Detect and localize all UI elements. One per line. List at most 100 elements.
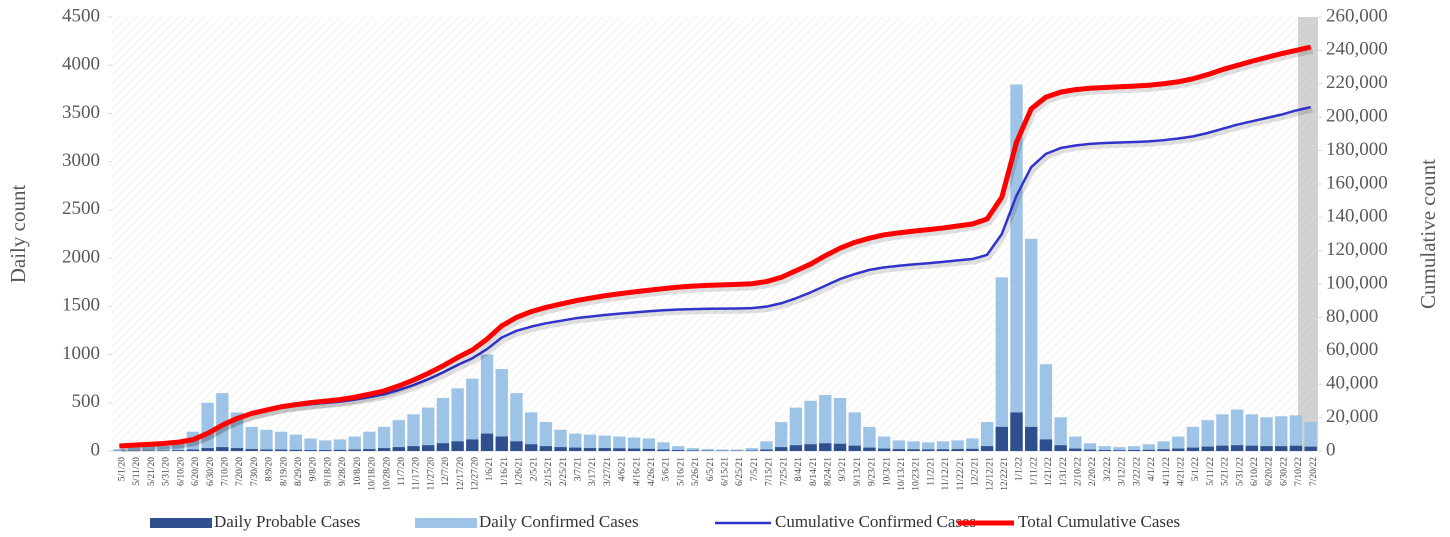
bar <box>1172 436 1185 451</box>
bar <box>348 436 361 451</box>
bar <box>980 446 994 451</box>
bar <box>657 442 670 451</box>
bar <box>333 439 347 451</box>
legend-label: Total Cumulative Cases <box>1018 512 1180 531</box>
bar <box>642 438 655 451</box>
bar <box>1289 415 1303 451</box>
bar <box>583 448 597 451</box>
y-tick-label: 0 <box>91 439 101 460</box>
bar <box>1304 446 1317 451</box>
y2-tick-label: 240,000 <box>1326 39 1388 60</box>
x-tick-label: 9/8/20 <box>309 457 319 482</box>
bar <box>1157 441 1170 451</box>
bar <box>436 397 450 451</box>
y2-tick-label: 0 <box>1326 439 1336 460</box>
bar <box>657 449 670 451</box>
bar <box>1039 364 1053 451</box>
x-tick-label: 7/15/21 <box>765 457 775 486</box>
bar <box>819 395 832 451</box>
bar <box>877 436 891 451</box>
bar <box>1069 436 1082 451</box>
bar <box>289 434 303 451</box>
x-tick-label: 1/11/22 <box>1029 457 1039 486</box>
bar <box>186 449 200 451</box>
x-tick-label: 5/11/20 <box>132 457 142 486</box>
bar <box>363 431 376 451</box>
bar <box>1245 445 1258 451</box>
bar <box>833 443 847 451</box>
y-tick-label: 2500 <box>62 198 100 219</box>
bar <box>686 448 700 451</box>
y2-axis-title: Cumulative count <box>1416 159 1440 309</box>
x-tick-label: 5/6/21 <box>662 457 672 482</box>
x-tick-label: 9/3/21 <box>838 457 848 482</box>
bar <box>760 449 773 451</box>
bar <box>1025 426 1038 451</box>
bar <box>627 437 641 451</box>
bar <box>524 412 538 451</box>
x-tick-label: 2/5/21 <box>529 457 539 482</box>
y2-tick-label: 160,000 <box>1326 172 1388 193</box>
bar <box>245 426 258 451</box>
x-tick-label: 3/22/22 <box>1132 457 1142 486</box>
y2-tick-label: 40,000 <box>1326 373 1378 394</box>
x-tick-label: 8/14/21 <box>809 457 819 486</box>
bar <box>1098 446 1111 451</box>
bar <box>422 407 435 451</box>
bar <box>377 448 391 451</box>
x-tick-label: 5/21/20 <box>147 457 157 486</box>
bar <box>1304 422 1317 451</box>
line <box>119 44 1312 449</box>
bar <box>230 448 244 451</box>
legend-label: Cumulative Confirmed Cases <box>775 512 976 531</box>
bar <box>348 449 361 451</box>
bar <box>789 407 803 451</box>
bar <box>775 422 788 451</box>
x-tick-label: 10/18/20 <box>368 457 378 491</box>
bar <box>524 444 538 451</box>
bar <box>848 412 861 451</box>
bar <box>1142 444 1156 451</box>
bar <box>701 449 714 451</box>
y2-tick-label: 100,000 <box>1326 272 1388 293</box>
bar <box>1216 445 1229 451</box>
y2-tick-label: 180,000 <box>1326 139 1388 160</box>
bar <box>554 429 567 451</box>
x-tick-label: 1/16/21 <box>500 457 510 486</box>
bar <box>716 449 729 451</box>
x-tick-label: 5/26/21 <box>691 457 701 486</box>
bar <box>686 450 700 451</box>
bar <box>172 443 185 451</box>
x-tick-label: 3/27/21 <box>603 457 613 486</box>
bar <box>922 449 935 451</box>
x-tick-label: 7/20/22 <box>1309 457 1319 486</box>
bar <box>613 436 626 451</box>
x-tick-label: 7/25/21 <box>779 457 789 486</box>
bar <box>1186 426 1200 451</box>
bar <box>333 449 347 451</box>
x-tick-label: 2/15/21 <box>544 457 554 486</box>
bar <box>760 441 773 451</box>
bar <box>466 439 479 451</box>
bar <box>598 448 611 451</box>
x-tick-label: 1/31/22 <box>1059 457 1069 486</box>
x-tick-label: 9/18/20 <box>323 457 333 486</box>
bar <box>274 449 288 451</box>
bar <box>1083 443 1097 451</box>
bar <box>201 448 214 451</box>
x-tick-label: 10/8/20 <box>353 457 363 486</box>
bar <box>789 445 803 451</box>
x-tick-label: 11/17/20 <box>412 457 422 491</box>
bar <box>1113 447 1126 451</box>
y2-tick-label: 140,000 <box>1326 206 1388 227</box>
bar <box>980 422 994 451</box>
y-tick-label: 4000 <box>62 54 100 75</box>
bar <box>1010 84 1023 451</box>
bar <box>304 450 317 451</box>
bar <box>466 378 479 451</box>
line-shadow <box>121 46 1314 453</box>
plot-background <box>112 17 1318 451</box>
bar <box>966 448 979 451</box>
bar <box>848 445 861 451</box>
bar <box>995 277 1008 451</box>
